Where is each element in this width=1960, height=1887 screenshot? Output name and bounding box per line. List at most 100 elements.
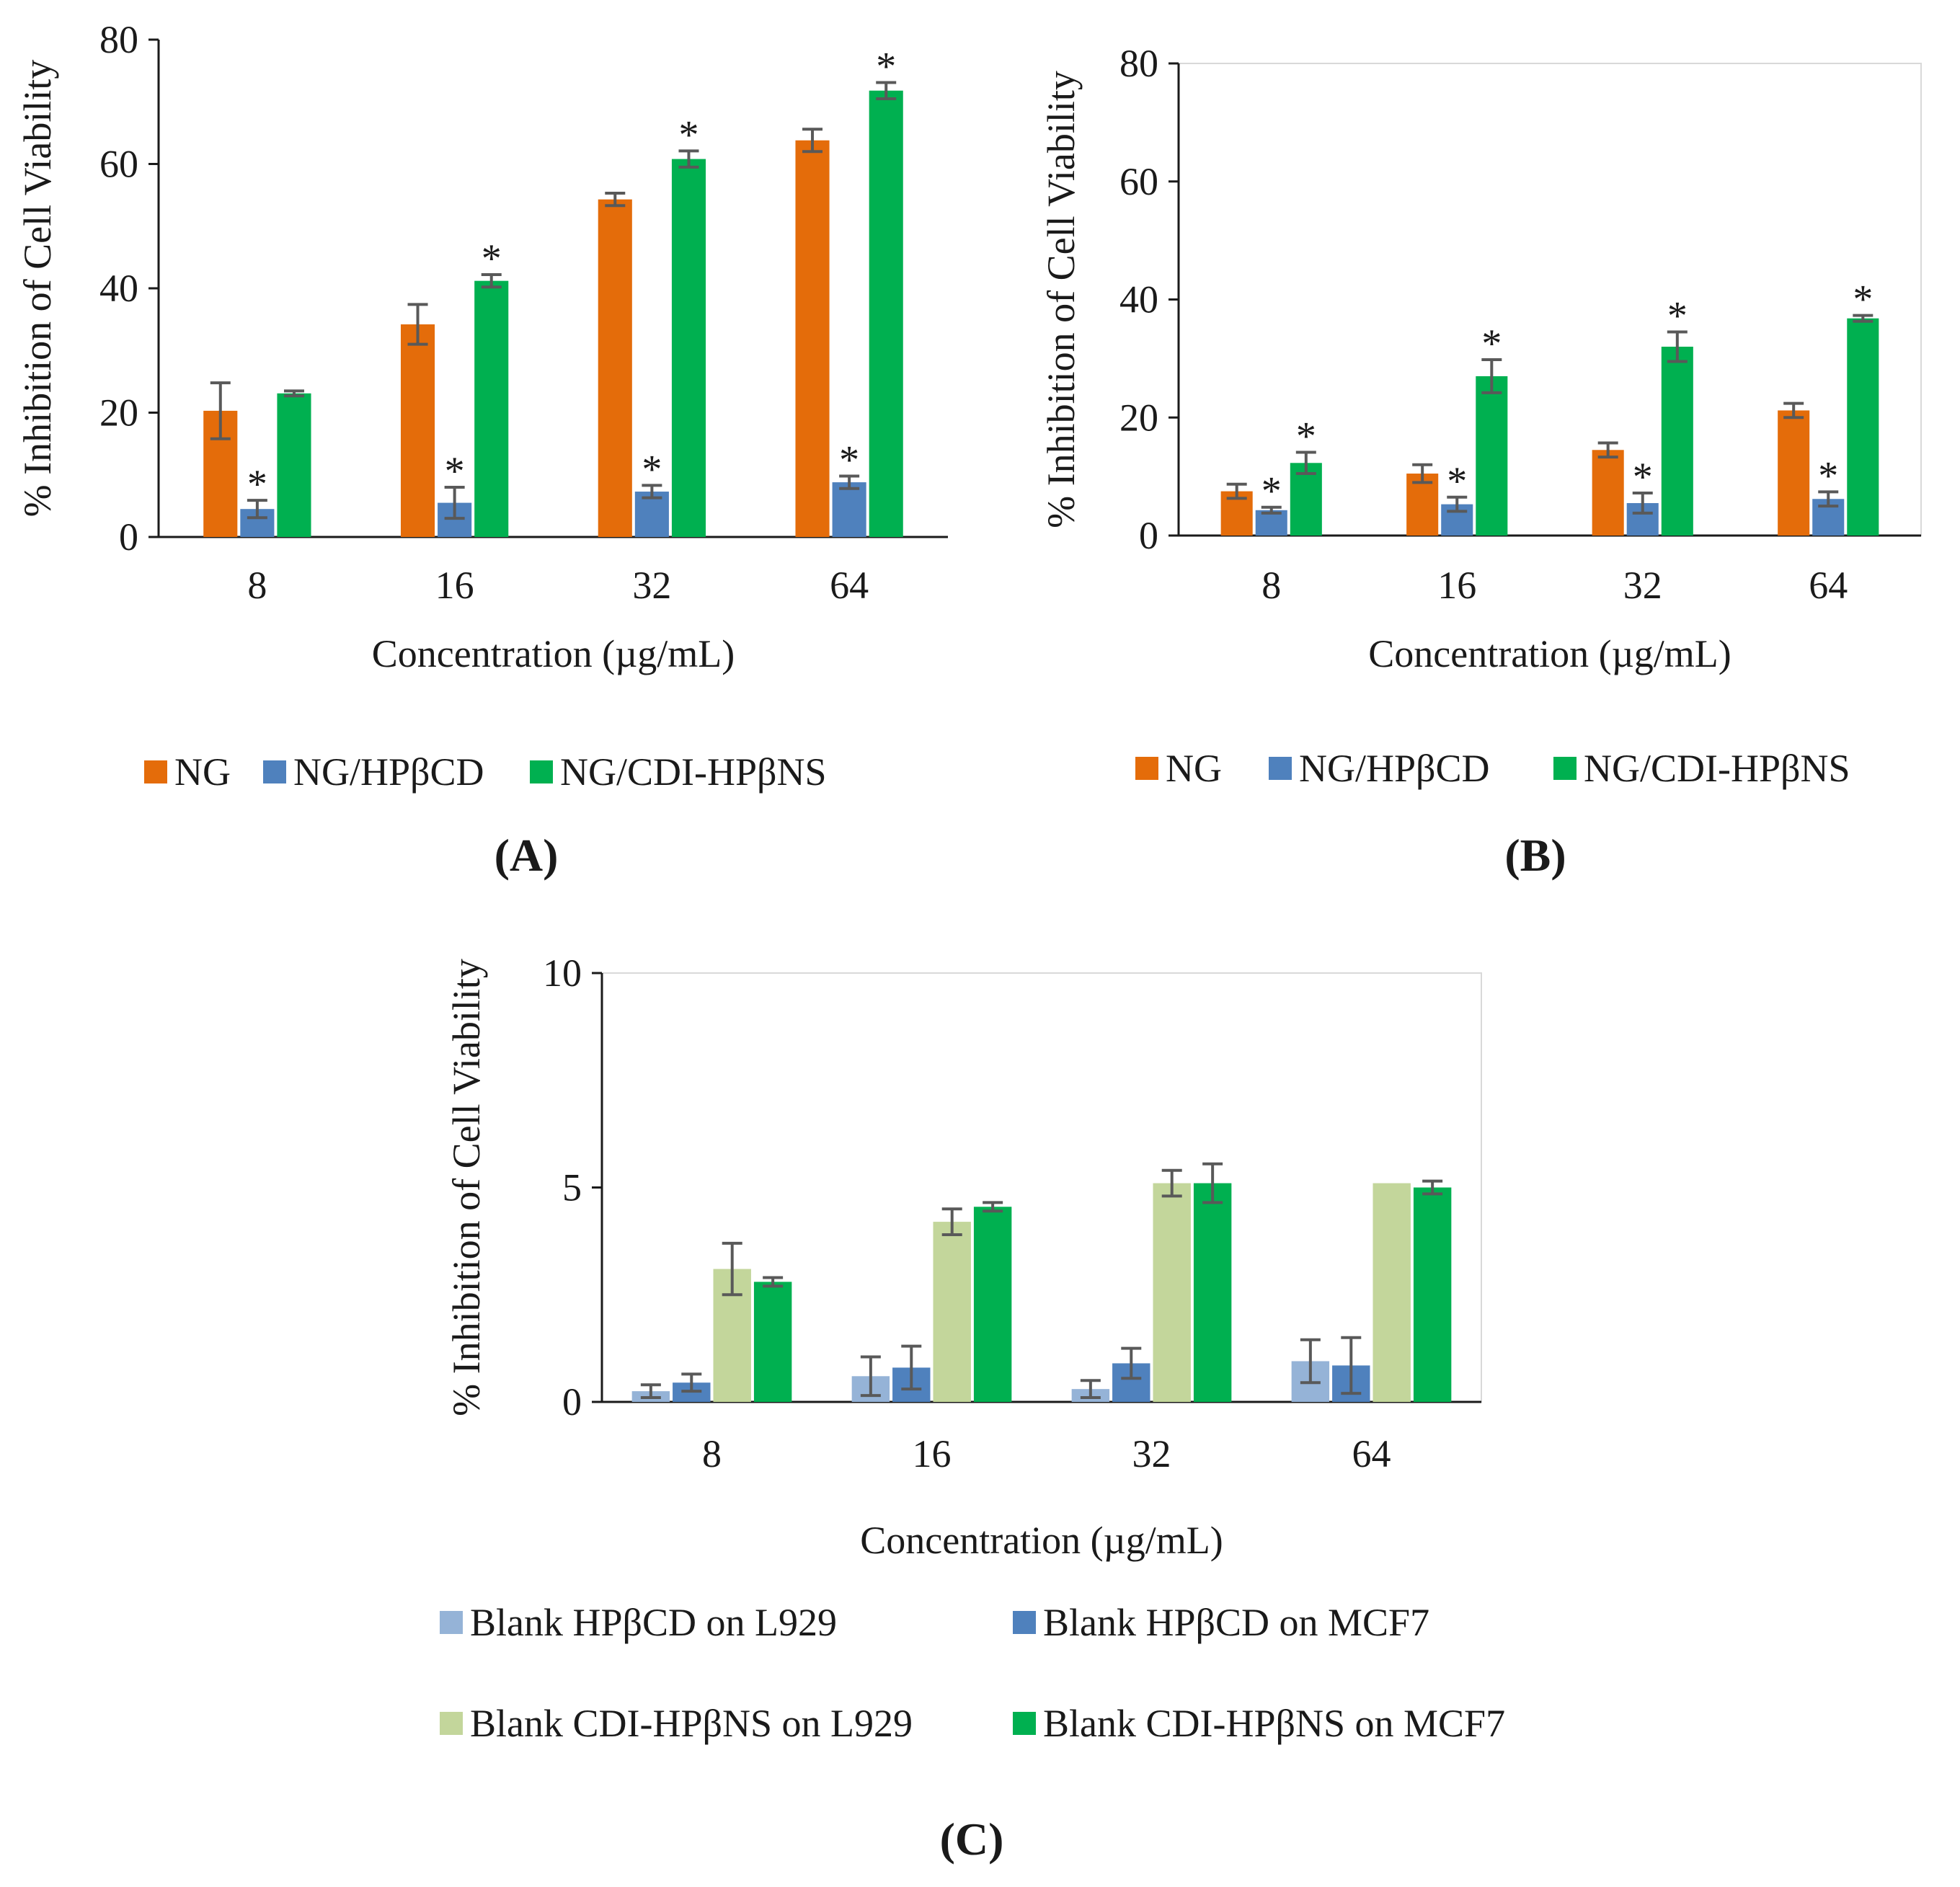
legend-c: Blank HPβCD on L929 Blank HPβCD on MCF7 Bl…	[0, 1600, 1960, 1788]
significance-star: *	[1296, 414, 1316, 459]
significance-star: *	[1633, 455, 1653, 500]
legend-label: NG/CDI-HPβNS	[560, 750, 827, 794]
significance-star: *	[1818, 453, 1838, 498]
chart-c: 0 5 10 8 16 32 64 % Inhibition of Cell Viabilit…	[445, 951, 1482, 1562]
legend-label: NG/HPβCD	[1299, 747, 1490, 790]
legend-swatch	[1269, 757, 1292, 780]
panel-label-c: (C)	[939, 1813, 1004, 1865]
significance-star: *	[642, 447, 662, 492]
legend-label: NG/HPβCD	[293, 750, 484, 794]
bar	[598, 199, 632, 537]
x-axis-title: Concentration (µg/mL)	[372, 632, 735, 675]
x-tick-label: 32	[1623, 564, 1662, 607]
y-tick-label: 20	[1119, 396, 1158, 439]
plot-frame	[1178, 63, 1922, 536]
bar	[973, 1207, 1012, 1402]
y-tick-label: 40	[1119, 278, 1158, 321]
chart-b: 0 20 40 60 80 8 16 32 64 * * * * * * * * % Inhibition of …	[1039, 42, 1922, 675]
bar	[1847, 318, 1879, 536]
legend-item: Blank CDI-HPβNS on MCF7	[1013, 1701, 1505, 1746]
bar	[753, 1282, 792, 1402]
significance-star: *	[1261, 469, 1282, 514]
legend-swatch	[1013, 1712, 1036, 1735]
legend-swatch	[440, 1611, 463, 1634]
bar	[933, 1222, 971, 1402]
panel-label-a: (A)	[494, 830, 559, 881]
legend-swatch	[1135, 757, 1158, 780]
x-tick-label: 64	[1809, 564, 1848, 607]
bar	[1406, 474, 1439, 536]
legend-item: NG	[144, 750, 231, 794]
legend-item: NG/HPβCD	[263, 750, 484, 794]
legend-item: NG/HPβCD	[1269, 746, 1490, 791]
legend-label: Blank HPβCD on MCF7	[1043, 1601, 1430, 1644]
significance-star: *	[1853, 278, 1873, 322]
bar	[400, 324, 435, 537]
legend-item: NG/CDI-HPβNS	[530, 750, 827, 794]
legend-swatch	[1013, 1611, 1036, 1634]
legend-label: NG	[1166, 747, 1222, 790]
legend-label: NG/CDI-HPβNS	[1584, 747, 1850, 790]
significance-star: *	[1447, 459, 1467, 504]
bar	[671, 159, 706, 538]
bar	[474, 280, 509, 537]
legend-swatch	[263, 760, 286, 783]
significance-star: *	[678, 112, 699, 157]
significance-star: *	[247, 462, 267, 507]
y-tick-label: 60	[1119, 160, 1158, 203]
y-tick-label: 60	[99, 143, 138, 186]
significance-star: *	[482, 236, 502, 281]
legend-label: Blank HPβCD on L929	[470, 1601, 837, 1644]
legend-swatch	[440, 1712, 463, 1735]
x-tick-label: 64	[1352, 1432, 1391, 1475]
y-tick-label: 10	[543, 951, 582, 995]
y-tick-label: 5	[562, 1166, 582, 1209]
y-tick-label: 80	[1119, 42, 1158, 85]
x-tick-label: 32	[1132, 1432, 1171, 1475]
legend-label: NG	[174, 750, 231, 794]
legend-item: Blank HPβCD on L929	[440, 1600, 837, 1645]
y-tick-label: 40	[99, 267, 138, 310]
chart-a: 0 20 40 60 80 8 16 32 64 * * * * * * * % Inhibition of C…	[16, 18, 948, 675]
x-tick-label: 8	[247, 564, 267, 607]
y-tick-label: 80	[99, 18, 138, 61]
panel-a: 0 20 40 60 80 8 16 32 64 * * * * * * * % Inhibition of C…	[0, 0, 980, 894]
legend-label: Blank CDI-HPβNS on MCF7	[1043, 1702, 1506, 1745]
x-tick-label: 32	[632, 564, 671, 607]
legend-item: Blank CDI-HPβNS on L929	[440, 1701, 913, 1746]
bar	[1193, 1183, 1232, 1402]
legend-b: NG NG/HPβCD NG/CDI-HPβNS	[980, 735, 1960, 807]
panel-label-b: (B)	[1504, 830, 1566, 881]
x-tick-label: 8	[702, 1432, 722, 1475]
x-tick-label: 16	[435, 564, 474, 607]
bar	[1290, 463, 1322, 536]
y-tick-label: 0	[562, 1380, 582, 1424]
panel-b: 0 20 40 60 80 8 16 32 64 * * * * * * * * % Inhibition of …	[980, 0, 1960, 894]
x-tick-label: 16	[913, 1432, 952, 1475]
significance-star: *	[839, 438, 859, 482]
legend-item: NG	[1135, 746, 1222, 791]
significance-star: *	[1481, 321, 1502, 366]
bar	[1778, 410, 1810, 536]
legend-a: NG NG/HPβCD NG/CDI-HPβNS	[0, 735, 980, 807]
bar	[869, 90, 903, 538]
y-axis-title: % Inhibition of Cell Viability	[1039, 71, 1083, 528]
bar	[1661, 347, 1693, 536]
legend-item: NG/CDI-HPβNS	[1553, 746, 1850, 791]
legend-swatch	[530, 760, 553, 783]
x-axis-title: Concentration (µg/mL)	[1368, 632, 1731, 675]
significance-star: *	[445, 449, 465, 494]
bar	[1413, 1187, 1452, 1402]
bar	[1592, 450, 1624, 536]
x-tick-label: 16	[1437, 564, 1476, 607]
y-tick-label: 0	[119, 515, 138, 559]
legend-label: Blank CDI-HPβNS on L929	[470, 1702, 913, 1745]
bar	[1153, 1183, 1191, 1402]
bar	[277, 393, 311, 537]
legend-swatch	[144, 760, 167, 783]
legend-item: Blank HPβCD on MCF7	[1013, 1600, 1429, 1645]
legend-swatch	[1553, 757, 1577, 780]
significance-star: *	[1667, 294, 1688, 339]
bar	[1476, 376, 1508, 536]
bar	[832, 482, 866, 537]
